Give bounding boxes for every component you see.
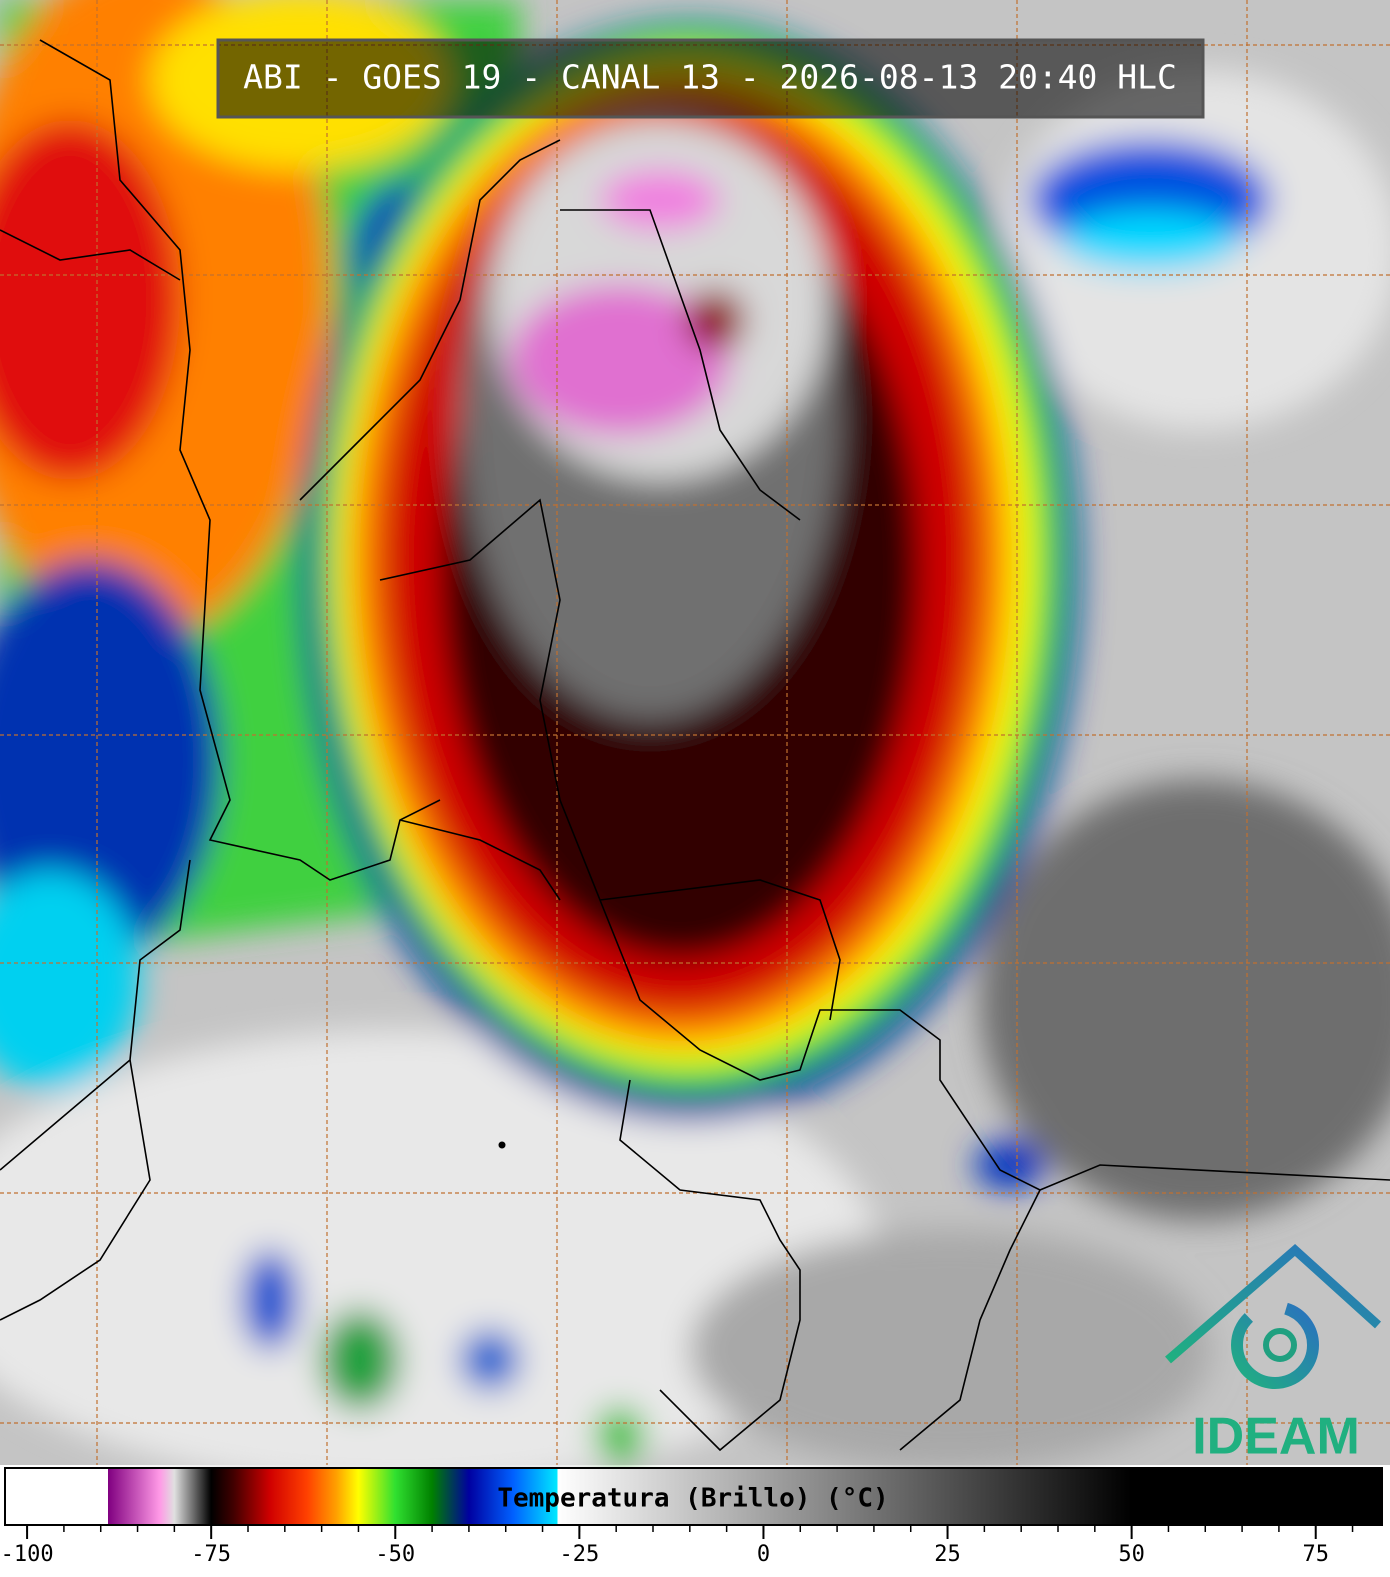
logo-text: IDEAM	[1192, 1408, 1360, 1466]
tick-label: 25	[934, 1542, 961, 1567]
tick-label: 50	[1118, 1542, 1145, 1567]
tick-label: -25	[559, 1542, 599, 1567]
tick-label: -75	[191, 1542, 231, 1567]
title: ABI - GOES 19 - CANAL 13 - 2026-08-13 20…	[243, 58, 1177, 97]
imagery	[0, 0, 1390, 1490]
colorbar: Temperatura (Brillo) (°C) -100 -75 -50 -25 0…	[1, 1467, 1383, 1567]
colorbar-ramp	[4, 1467, 1383, 1526]
logo: IDEAM	[1165, 1243, 1382, 1466]
tick-label: -100	[1, 1542, 54, 1567]
colorbar-label: Temperatura (Brillo) (°C)	[497, 1484, 888, 1514]
borders	[0, 39, 1390, 1452]
tick-label: 0	[757, 1542, 770, 1567]
title-box: ABI - GOES 19 - CANAL 13 - 2026-08-13 20…	[216, 38, 1205, 119]
tick-label: -50	[375, 1542, 415, 1567]
tick-label: 75	[1302, 1542, 1329, 1567]
